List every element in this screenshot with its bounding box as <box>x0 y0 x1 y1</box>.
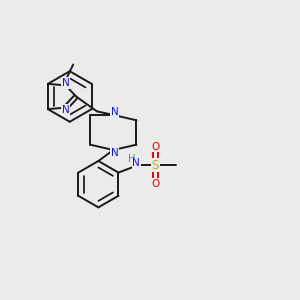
Text: N: N <box>62 78 70 88</box>
Text: O: O <box>151 178 160 189</box>
Text: O: O <box>151 142 160 152</box>
Text: N: N <box>132 158 140 168</box>
Text: N: N <box>62 105 70 115</box>
Text: H: H <box>128 154 135 164</box>
Text: N: N <box>111 148 118 158</box>
Text: N: N <box>111 107 118 117</box>
Text: S: S <box>152 159 159 172</box>
